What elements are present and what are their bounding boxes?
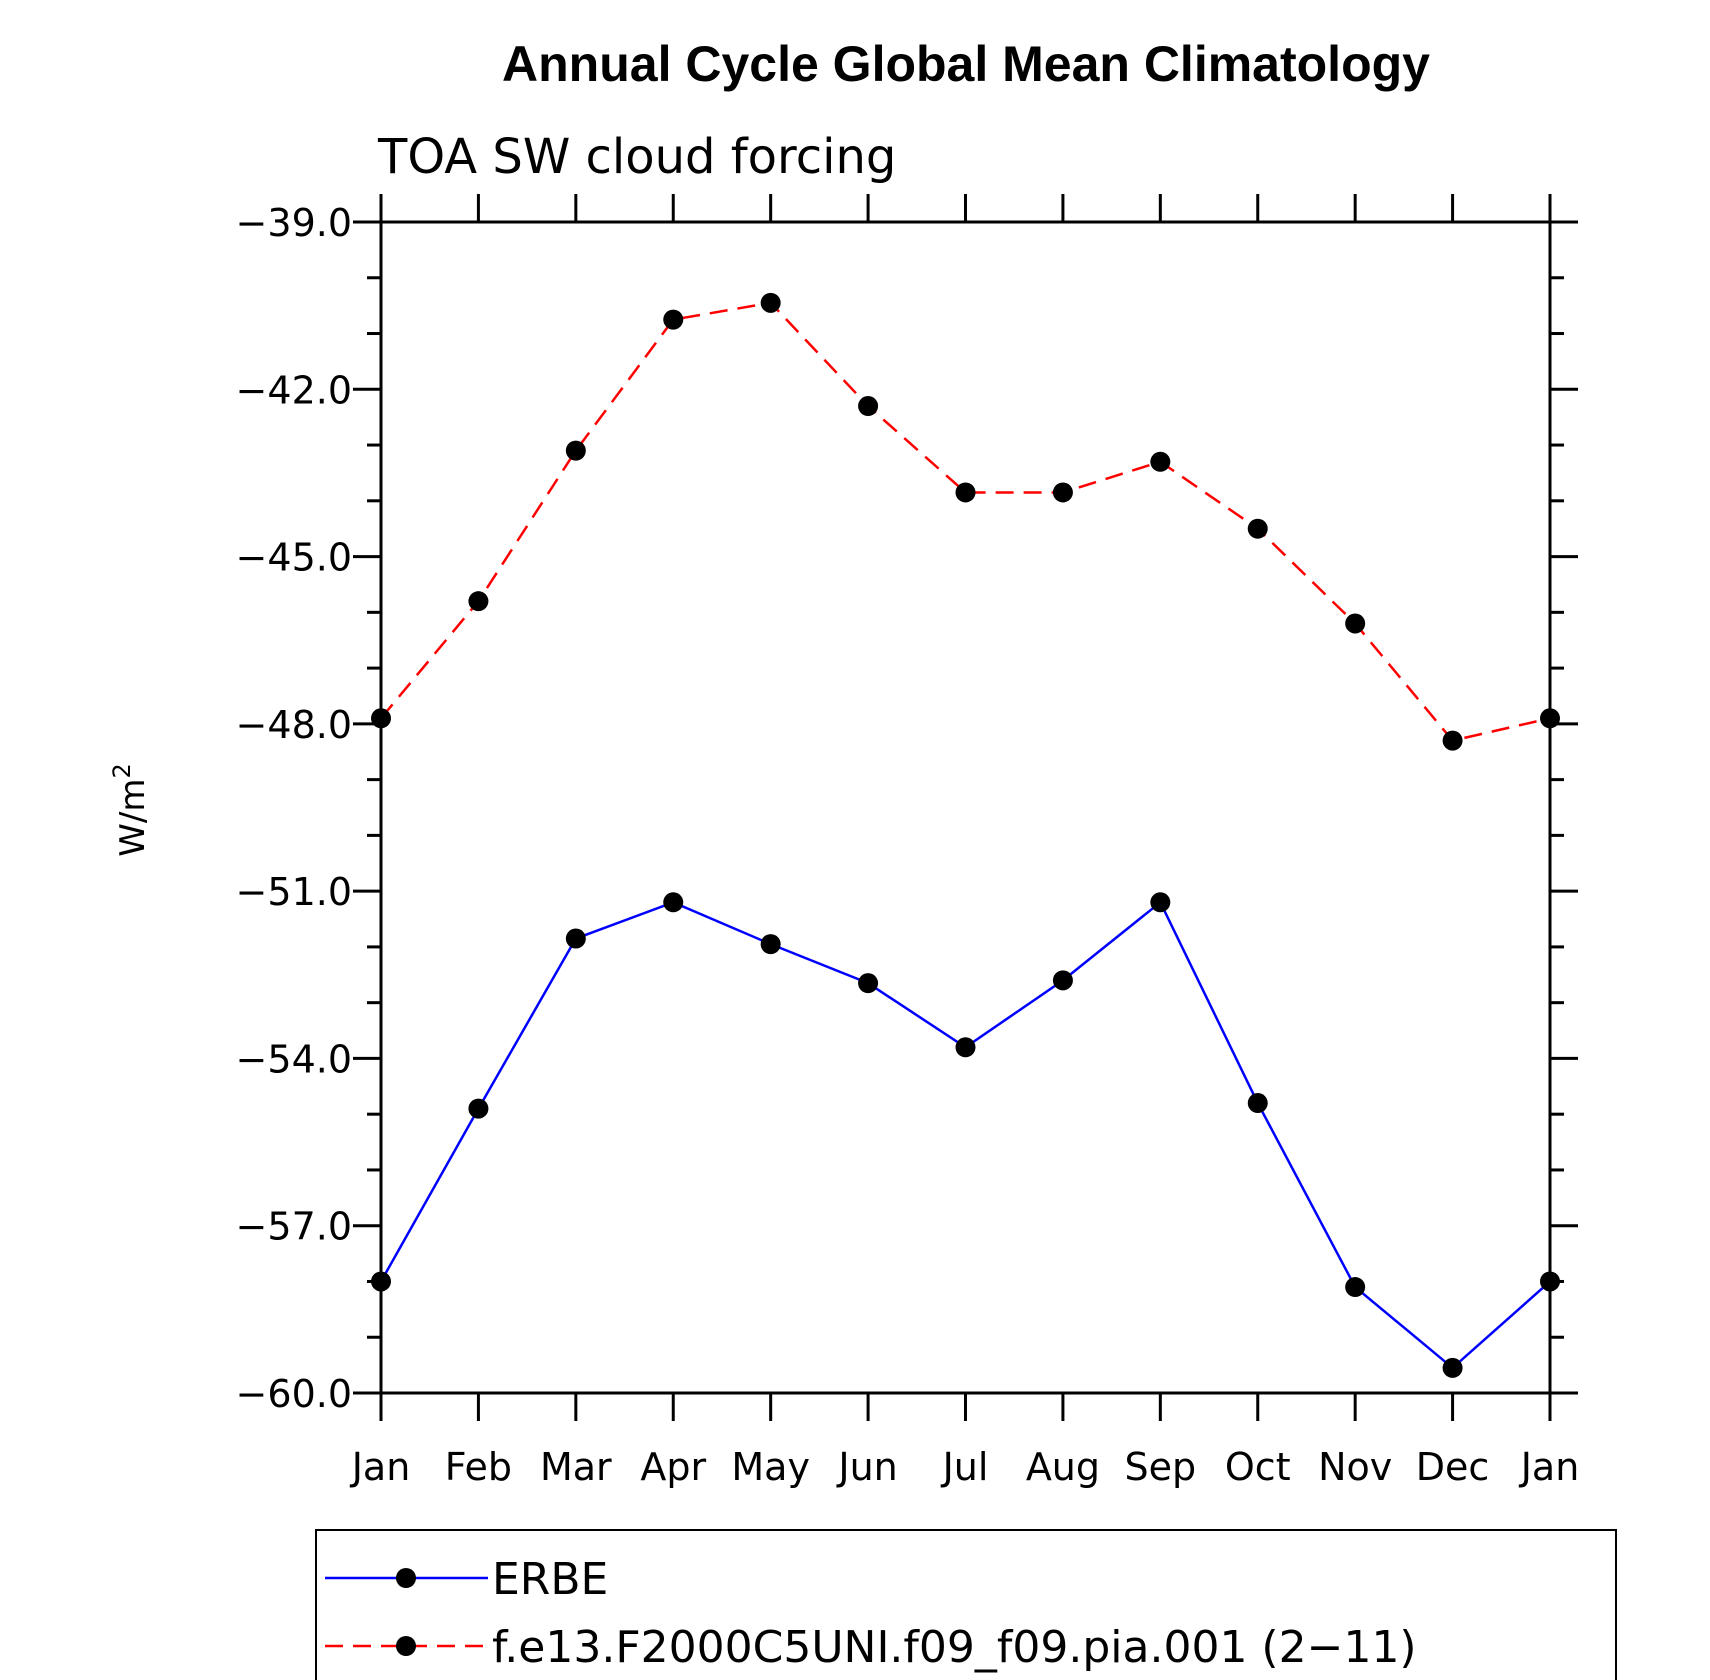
y-axis-label-text: W/m [113,779,153,857]
chart-title: Annual Cycle Global Mean Climatology [502,36,1430,92]
series-1-point [1345,1277,1366,1298]
legend-label-2: f.e13.F2000C5UNI.f09_f09.pia.001 (2−11) [492,1622,1417,1673]
series-2-point [1442,730,1463,751]
y-tick-labels: −39.0 −42.0 −45.0 −48.0 −51.0 −54.0 −57.0 −60.0 [236,201,352,1416]
axis-ticks [353,194,1578,1421]
x-tick-label: Jan [350,1445,411,1489]
y-axis-label-superscript: 2 [108,763,136,778]
series-line-1 [379,900,1551,1370]
x-tick-label: Oct [1225,1445,1291,1489]
series-1-point [468,1098,489,1119]
series-1-point [760,934,781,955]
x-tick-label: Jan [1519,1445,1580,1489]
legend-box [315,1529,1617,1680]
series-1-point [1442,1357,1463,1378]
series-layer [371,292,1560,1378]
legend: ERBE f.e13.F2000C5UNI.f09_f09.pia.001 (2−… [315,1529,1617,1680]
series-2-point [858,396,879,417]
y-tick-label: −48.0 [236,703,352,747]
chart-subtitle: TOA SW cloud forcing [377,129,896,185]
series-1-point [1247,1093,1268,1114]
series-2-point [760,292,781,313]
series-2-point [1052,482,1073,503]
y-tick-label: −51.0 [236,870,352,914]
x-tick-label: Sep [1125,1445,1197,1489]
x-tick-label: Aug [1026,1445,1100,1489]
series-2-point [1247,518,1268,539]
series-2-point [1150,451,1171,472]
legend-marker-2 [396,1636,416,1656]
series-1-point [663,892,684,913]
x-tick-label: Feb [445,1445,512,1489]
series-2-point [371,708,391,729]
series-1-point [1540,1271,1560,1292]
y-tick-label: −60.0 [236,1372,352,1416]
series-2-point [468,591,489,612]
series-line-2 [380,301,1551,742]
x-tick-label: Mar [540,1445,612,1489]
series-2-point [663,309,684,330]
series-1-point [565,928,586,949]
x-tick-label: Dec [1416,1445,1490,1489]
x-tick-labels: Jan Feb Mar Apr May Jun Jul Aug Sep Oct Nov Dec Jan [350,1445,1580,1489]
x-tick-label: May [731,1445,810,1489]
series-1-point [371,1271,391,1292]
legend-label-1: ERBE [492,1554,608,1605]
series-1-point [1052,970,1073,991]
x-tick-label: Jul [941,1445,989,1489]
y-tick-label: −39.0 [236,201,352,245]
series-1-point [955,1037,976,1058]
y-tick-label: −45.0 [236,536,352,580]
legend-items: ERBE f.e13.F2000C5UNI.f09_f09.pia.001 (2−… [325,1554,1417,1673]
x-tick-label: Jun [836,1445,897,1489]
series-2-point [1345,613,1366,634]
series-2-point [955,482,976,503]
series-2-point [565,440,586,461]
series-2-point [1540,708,1560,729]
x-tick-label: Apr [640,1445,706,1489]
y-axis-label: W/m2 [108,763,153,856]
legend-marker-1 [396,1568,416,1588]
plot-frame [379,220,1552,1395]
x-tick-label: Nov [1318,1445,1392,1489]
series-1-point [1150,892,1171,913]
y-tick-label: −42.0 [236,368,352,412]
y-tick-label: −57.0 [236,1205,352,1249]
series-1-point [858,973,879,994]
y-tick-label: −54.0 [236,1037,352,1081]
